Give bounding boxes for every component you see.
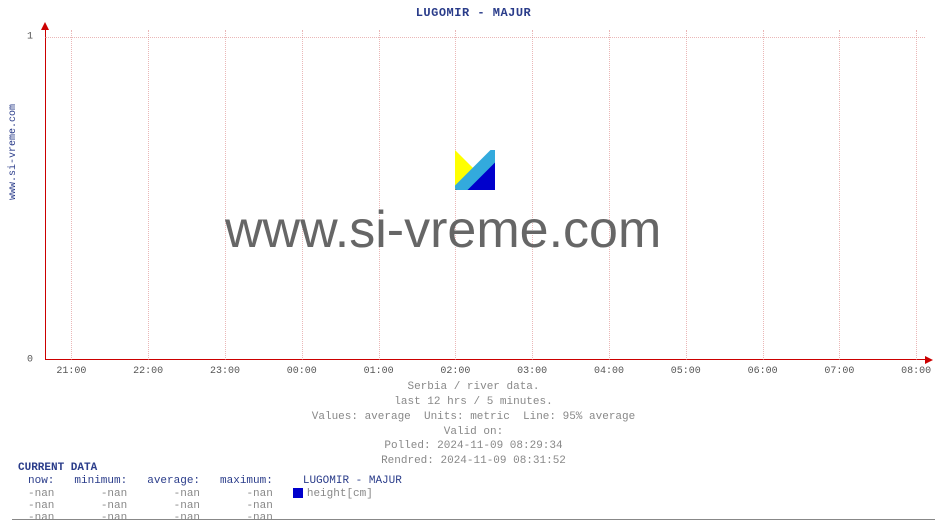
x-tick-label: 22:00 — [133, 366, 163, 377]
y-tick-label: 1 — [27, 31, 33, 42]
caption-line: Polled: 2024-11-09 08:29:34 — [0, 439, 947, 454]
cell: -nan — [18, 500, 64, 512]
side-watermark-label: www.si-vreme.com — [8, 104, 19, 200]
bottom-divider — [12, 519, 935, 520]
table-row: -nan -nan -nan -nan — [18, 512, 412, 524]
x-axis-arrow-icon — [925, 356, 933, 364]
x-gridline — [302, 30, 303, 360]
x-tick-label: 00:00 — [287, 366, 317, 377]
series-name-label: LUGOMIR - MAJUR — [283, 475, 412, 488]
y-gridline — [45, 37, 925, 38]
x-tick-label: 07:00 — [824, 366, 854, 377]
x-gridline — [532, 30, 533, 360]
x-gridline — [71, 30, 72, 360]
cell: -nan — [137, 488, 210, 500]
x-axis — [45, 359, 925, 360]
x-tick-label: 03:00 — [517, 366, 547, 377]
col-minimum: minimum: — [64, 475, 137, 488]
current-data-table: CURRENT DATA now: minimum: average: maxi… — [18, 462, 412, 524]
x-tick-label: 05:00 — [671, 366, 701, 377]
legend-cell: height[cm] — [283, 488, 412, 500]
x-tick-label: 08:00 — [901, 366, 931, 377]
x-gridline — [379, 30, 380, 360]
x-tick-label: 04:00 — [594, 366, 624, 377]
x-gridline — [916, 30, 917, 360]
cell: -nan — [64, 500, 137, 512]
x-gridline — [225, 30, 226, 360]
y-tick-label: 0 — [27, 355, 33, 366]
x-gridline — [455, 30, 456, 360]
chart-caption: Serbia / river data. last 12 hrs / 5 min… — [0, 380, 947, 469]
cell: -nan — [64, 488, 137, 500]
x-gridline — [609, 30, 610, 360]
x-tick-label: 01:00 — [364, 366, 394, 377]
x-tick-label: 02:00 — [440, 366, 470, 377]
cell: -nan — [210, 488, 283, 500]
cell: -nan — [18, 488, 64, 500]
cell: -nan — [64, 512, 137, 524]
legend-label: height[cm] — [307, 488, 373, 500]
caption-line: Valid on: — [0, 425, 947, 440]
x-gridline — [763, 30, 764, 360]
x-tick-label: 21:00 — [56, 366, 86, 377]
x-gridline — [839, 30, 840, 360]
x-gridline — [686, 30, 687, 360]
col-average: average: — [137, 475, 210, 488]
watermark-text: www.si-vreme.com — [225, 200, 661, 260]
watermark-logo-icon — [455, 150, 495, 190]
legend-swatch-icon — [293, 488, 303, 498]
caption-line: last 12 hrs / 5 minutes. — [0, 395, 947, 410]
x-gridline — [148, 30, 149, 360]
table-row: -nan -nan -nan -nan height[cm] — [18, 488, 412, 500]
chart-title: LUGOMIR - MAJUR — [0, 6, 947, 20]
col-maximum: maximum: — [210, 475, 283, 488]
cell: -nan — [18, 512, 64, 524]
x-tick-label: 23:00 — [210, 366, 240, 377]
col-now: now: — [18, 475, 64, 488]
table-row: -nan -nan -nan -nan — [18, 500, 412, 512]
y-axis — [45, 30, 46, 360]
cell: -nan — [137, 500, 210, 512]
table-column-header-row: now: minimum: average: maximum: LUGOMIR … — [18, 475, 412, 488]
table-header: CURRENT DATA — [18, 462, 412, 474]
caption-line: Serbia / river data. — [0, 380, 947, 395]
x-tick-label: 06:00 — [748, 366, 778, 377]
cell: -nan — [210, 500, 283, 512]
cell: -nan — [210, 512, 283, 524]
y-axis-arrow-icon — [41, 22, 49, 30]
cell: -nan — [137, 512, 210, 524]
chart-plot-area: 1 0 21:0022:0023:0000:0001:0002:0003:000… — [45, 30, 925, 360]
caption-line: Values: average Units: metric Line: 95% … — [0, 410, 947, 425]
